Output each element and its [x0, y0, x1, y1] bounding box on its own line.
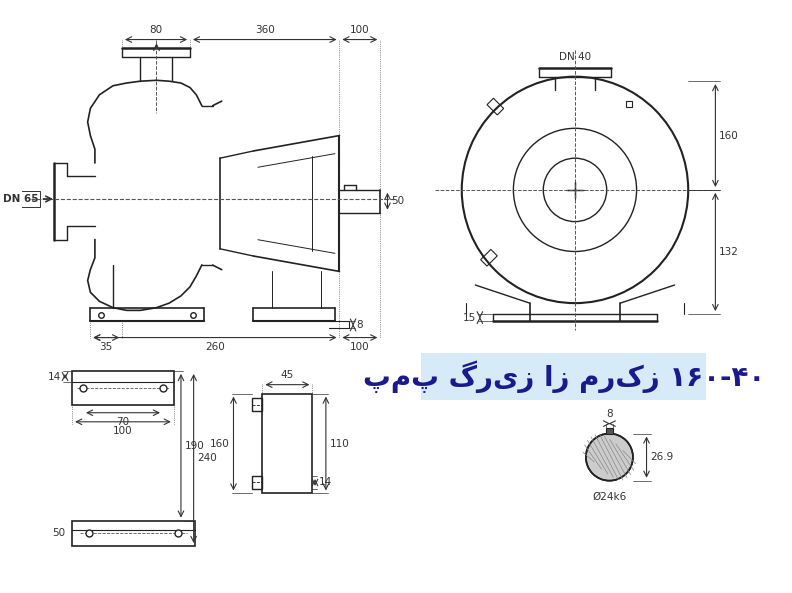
- Text: 15: 15: [463, 313, 476, 323]
- Text: 50: 50: [391, 196, 404, 206]
- Text: 8: 8: [356, 320, 364, 330]
- Bar: [487, 98, 504, 115]
- Text: 26.9: 26.9: [650, 452, 673, 462]
- Circle shape: [586, 433, 633, 481]
- Text: 14: 14: [48, 371, 62, 381]
- Text: 360: 360: [255, 25, 275, 35]
- Text: 50: 50: [52, 528, 65, 538]
- Text: 70: 70: [116, 417, 130, 428]
- Text: 110: 110: [329, 439, 349, 448]
- Text: 35: 35: [100, 342, 112, 352]
- Text: 14: 14: [318, 477, 332, 487]
- Bar: [606, 428, 613, 433]
- Text: 8: 8: [606, 409, 613, 419]
- Bar: [262, 394, 312, 493]
- Text: DN 40: DN 40: [559, 52, 591, 62]
- Text: DN 65: DN 65: [3, 194, 39, 204]
- Text: 260: 260: [205, 342, 225, 352]
- Text: 45: 45: [280, 370, 294, 380]
- Text: Ø24k6: Ø24k6: [592, 492, 626, 502]
- Text: 132: 132: [719, 247, 739, 257]
- Bar: [481, 250, 497, 266]
- Text: 100: 100: [113, 426, 133, 436]
- Bar: [72, 371, 173, 406]
- Text: 100: 100: [350, 342, 370, 352]
- Bar: [252, 398, 262, 411]
- Bar: [72, 521, 195, 546]
- Text: 160: 160: [210, 439, 230, 448]
- Bar: [252, 476, 262, 489]
- Text: پمپ گریز از مرکز ۱۶۰-۴۰: پمپ گریز از مرکز ۱۶۰-۴۰: [363, 360, 765, 393]
- Bar: [421, 353, 706, 400]
- Text: 240: 240: [197, 454, 217, 464]
- Text: 80: 80: [150, 25, 162, 35]
- Text: 190: 190: [185, 441, 204, 451]
- Text: 100: 100: [350, 25, 370, 35]
- Text: 160: 160: [719, 130, 739, 141]
